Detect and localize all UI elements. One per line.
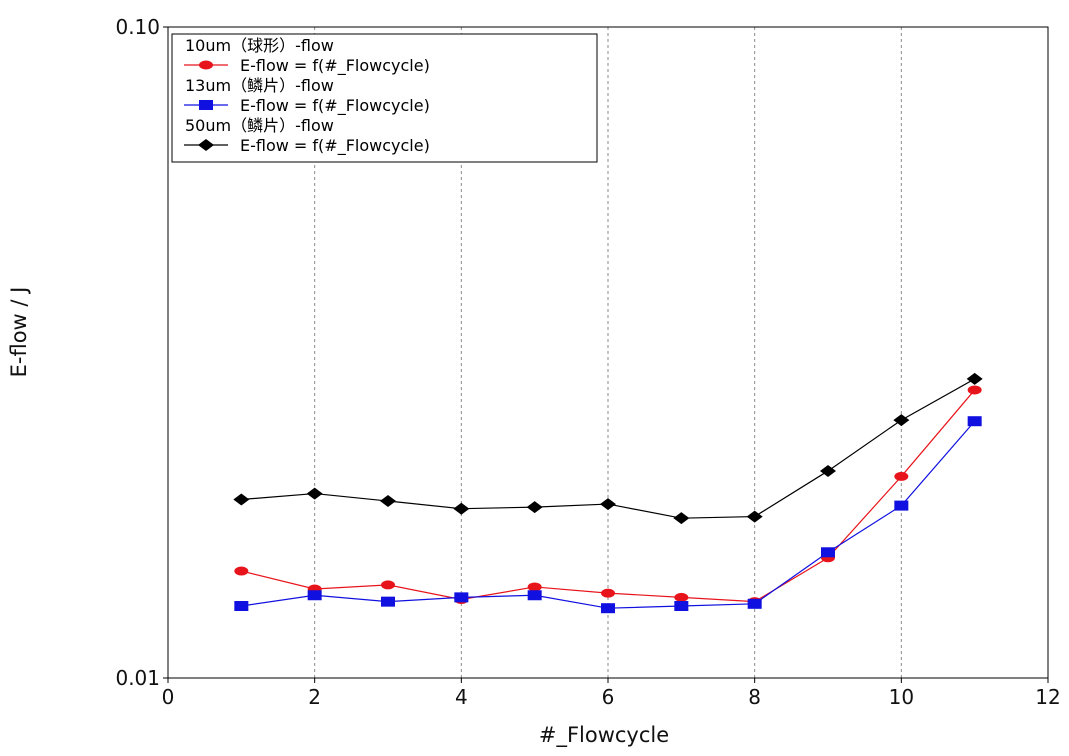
data-point-2-5 [600,498,616,511]
x-tick-label-12: 12 [1035,685,1060,709]
x-tick-label-8: 8 [748,685,761,709]
x-tick-label-2: 2 [308,685,321,709]
data-point-2-6 [673,512,690,525]
legend-entry-label-2: E-flow = f(#_Flowcycle) [240,136,430,156]
data-point-2-3 [453,502,470,515]
data-point-2-2 [380,495,396,508]
legend-marker-0 [199,60,213,70]
data-point-2-1 [306,487,323,500]
data-point-0-4 [527,582,542,592]
data-point-2-9 [893,414,910,427]
data-point-2-7 [746,510,763,523]
legend-marker-1 [199,100,213,110]
legend-group-label-0: 10um（球形）-flow [185,36,334,55]
data-point-2-10 [966,372,983,385]
x-tick-label-6: 6 [602,685,615,709]
x-tick-label-10: 10 [889,685,914,709]
y-axis-title: E-flow / J [7,287,31,378]
legend-marker-2 [198,139,214,151]
y-tick-label-1: 0.10 [115,15,160,39]
data-point-0-5 [601,588,615,598]
legend-box [171,33,598,163]
series-1 [234,416,982,614]
data-point-0-6 [674,592,689,602]
legend-group-label-2: 50um（鳞片）-flow [185,116,334,135]
tick-layer: 0 2 4 6 8 10 12 0.01 0.10 [115,15,1060,709]
data-point-1-6 [674,601,689,612]
legend-group-label-1: 13um（鳞片）-flow [185,76,334,95]
x-tick-label-0: 0 [162,685,175,709]
data-point-0-10 [967,385,982,395]
series-layer [233,372,983,614]
data-point-0-2 [381,580,395,590]
data-point-0-0 [234,566,249,576]
data-point-2-4 [526,501,543,514]
series-2 [233,372,983,525]
data-point-1-5 [601,603,615,614]
data-point-1-10 [967,416,982,427]
data-point-1-8 [821,547,835,558]
x-tick-label-4: 4 [455,685,468,709]
legend-entry-label-1: E-flow = f(#_Flowcycle) [240,96,430,116]
data-point-1-4 [527,590,542,601]
data-point-1-7 [747,598,762,609]
legend-entry-label-0: E-flow = f(#_Flowcycle) [240,56,430,76]
data-point-1-1 [307,590,322,601]
data-point-1-2 [381,596,395,607]
data-point-2-8 [820,464,836,477]
data-point-2-0 [233,493,250,506]
y-tick-label-0: 0.01 [115,666,160,690]
data-point-1-9 [894,500,909,511]
x-axis-title: #_Flowcycle [539,723,669,748]
data-point-0-9 [894,471,909,481]
data-point-1-0 [234,601,249,612]
data-point-1-3 [454,592,469,603]
